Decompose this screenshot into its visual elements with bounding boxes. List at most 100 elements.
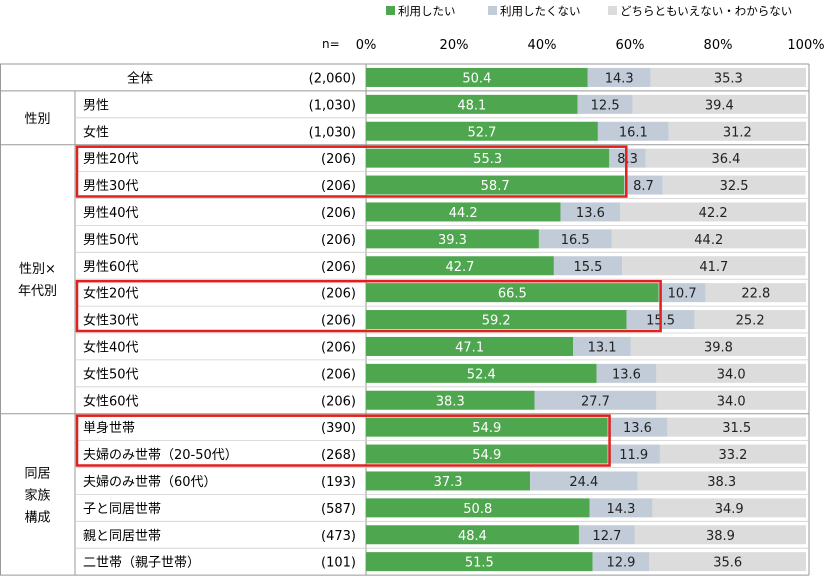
group-label: 構成 (24, 510, 50, 525)
bar-segment-1 (366, 336, 574, 356)
bar-segment-1 (366, 256, 554, 276)
data-label-3: 31.2 (723, 125, 752, 140)
data-label-2: 24.4 (569, 475, 598, 490)
data-label-1: 58.7 (481, 179, 510, 194)
row-label: 女性40代 (83, 339, 139, 355)
bar-segment-3 (611, 229, 806, 249)
bar-segment-1 (366, 202, 561, 222)
row-label: 男性50代 (83, 233, 139, 248)
row-n: (206) (321, 394, 356, 409)
bar-segment-3 (659, 444, 806, 464)
bar-segment-1 (366, 498, 590, 518)
x-tick-label: 20% (440, 38, 469, 53)
data-label-1: 37.3 (434, 475, 463, 490)
data-label-1: 44.2 (449, 206, 478, 221)
row-label: 全体 (127, 70, 153, 86)
x-tick-label: 60% (616, 38, 645, 53)
bar-segment-1 (366, 417, 608, 437)
bar-segment-3 (650, 67, 806, 87)
row-label: 単身世帯 (83, 420, 135, 436)
bar-segment-1 (366, 444, 608, 464)
bar-segment-2 (609, 148, 646, 168)
data-label-1: 52.4 (467, 367, 496, 382)
bar-segment-2 (624, 175, 663, 195)
legend-swatch-3 (608, 6, 617, 15)
data-label-2: 27.7 (581, 394, 610, 409)
row-n: (206) (321, 367, 356, 382)
bar-segment-1 (366, 148, 610, 168)
bar-segment-1 (366, 283, 659, 303)
row-n: (390) (321, 421, 356, 436)
data-label-3: 33.2 (718, 448, 747, 463)
highlight-boxes (75, 145, 662, 467)
bar-segment-3 (694, 310, 806, 330)
bar-segment-3 (645, 148, 806, 168)
data-label-1: 48.1 (457, 98, 486, 113)
row-label: 女性30代 (83, 313, 139, 329)
row-n: (1,030) (309, 125, 356, 140)
data-label-1: 50.8 (463, 502, 492, 517)
group-label: 性別 (24, 112, 50, 127)
data-label-1: 66.5 (498, 287, 527, 302)
row-label: 女性50代 (83, 366, 139, 382)
data-label-3: 36.4 (711, 152, 740, 167)
bar-segment-2 (597, 121, 669, 141)
row-label: 夫婦のみ世帯（20-50代） (83, 447, 238, 463)
bar-segment-2 (596, 363, 657, 383)
data-label-2: 8.7 (633, 179, 654, 194)
data-label-3: 25.2 (736, 314, 765, 329)
data-label-2: 16.1 (619, 125, 648, 140)
data-label-3: 34.9 (715, 502, 744, 517)
data-label-3: 38.9 (706, 529, 735, 544)
legend-swatch-1 (386, 6, 395, 15)
bar-segment-3 (662, 175, 806, 195)
row-label: 二世帯（親子世帯） (83, 556, 200, 571)
data-label-2: 13.1 (588, 340, 617, 355)
data-label-3: 39.8 (704, 340, 733, 355)
data-label-3: 31.5 (722, 421, 751, 436)
bar-segment-1 (366, 310, 627, 330)
data-label-2: 12.7 (592, 529, 621, 544)
row-n: (101) (321, 556, 356, 571)
bar-segment-3 (620, 202, 806, 222)
bar-segment-2 (534, 390, 657, 410)
bar-segment-1 (366, 525, 579, 545)
group-label: 年代別 (18, 284, 57, 299)
data-label-3: 39.4 (705, 98, 734, 113)
legend-label-3: どちらともいえない・わからない (620, 4, 792, 18)
bar-segment-2 (587, 67, 651, 87)
bar-segment-3 (649, 552, 806, 572)
group-label: 同居 (24, 466, 50, 481)
data-label-3: 38.3 (707, 475, 736, 490)
data-label-2: 15.5 (574, 260, 603, 275)
row-n: (206) (321, 314, 356, 329)
bar-segment-2 (538, 229, 612, 249)
bar-segment-2 (589, 498, 653, 518)
row-label: 夫婦のみ世帯（60代） (83, 474, 217, 490)
row-n: (206) (321, 287, 356, 302)
data-label-3: 35.3 (714, 71, 743, 86)
data-label-2: 10.7 (668, 287, 697, 302)
row-label: 女性60代 (83, 393, 139, 409)
data-label-2: 8.3 (617, 152, 638, 167)
data-label-2: 11.9 (619, 448, 648, 463)
bar-segment-3 (637, 471, 806, 491)
bar-segment-1 (366, 121, 598, 141)
data-label-1: 54.9 (472, 448, 501, 463)
data-label-2: 14.3 (605, 71, 634, 86)
data-label-3: 35.6 (713, 556, 742, 571)
data-label-3: 44.2 (694, 233, 723, 248)
row-label: 子と同居世帯 (83, 502, 161, 517)
data-label-3: 34.0 (717, 367, 746, 382)
bar-segment-3 (656, 363, 806, 383)
row-label: 女性20代 (83, 286, 139, 302)
x-tick-label: 100% (787, 38, 824, 53)
legend-label-2: 利用したくない (500, 4, 581, 18)
row-n: (206) (321, 206, 356, 221)
data-label-1: 48.4 (458, 529, 487, 544)
bar-segment-3 (667, 417, 806, 437)
x-tick-label: 0% (356, 38, 377, 53)
data-label-3: 34.0 (717, 394, 746, 409)
